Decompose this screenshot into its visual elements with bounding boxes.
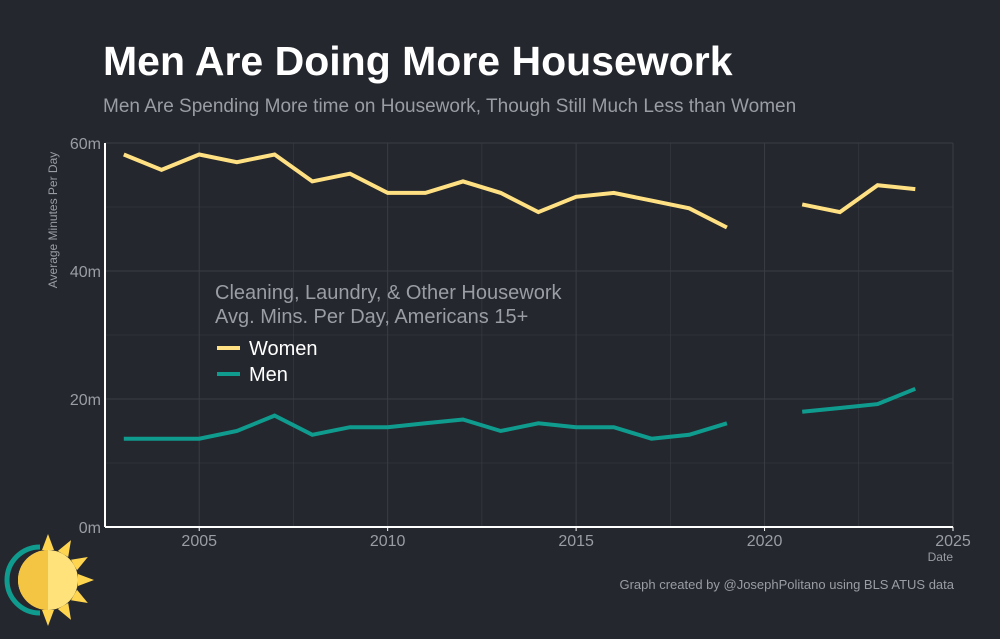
legend-title-line1: Cleaning, Laundry, & Other Housework <box>215 282 562 304</box>
source-caption: Graph created by @JosephPolitano using B… <box>619 577 954 592</box>
x-tick-label: 2010 <box>370 533 406 550</box>
chart-title: Men Are Doing More Housework <box>103 38 733 84</box>
legend-title-line2: Avg. Mins. Per Day, Americans 15+ <box>215 306 528 328</box>
sun-logo-icon <box>4 534 94 626</box>
legend-label-women: Women <box>249 338 318 360</box>
x-tick-label: 2015 <box>558 533 594 550</box>
x-tick-label: 2025 <box>935 533 971 550</box>
axes: 0m 20m 40m 60m 2005 2010 2015 2020 2025 <box>70 136 971 550</box>
legend: Cleaning, Laundry, & Other Housework Avg… <box>215 282 562 386</box>
x-tick-label: 2005 <box>181 533 217 550</box>
grid-lines <box>105 142 954 528</box>
y-tick-label: 40m <box>70 264 101 281</box>
y-axis-label: Average Minutes Per Day <box>46 152 60 289</box>
y-tick-label: 60m <box>70 136 101 153</box>
legend-label-men: Men <box>249 364 288 386</box>
series-line-men <box>123 386 917 441</box>
x-tick-label: 2020 <box>747 533 783 550</box>
chart-subtitle: Men Are Spending More time on Housework,… <box>103 96 797 117</box>
series-line-women <box>123 152 916 230</box>
y-tick-label: 0m <box>79 520 101 537</box>
x-axis-label: Date <box>928 550 954 564</box>
data-series <box>123 152 917 441</box>
y-tick-label: 20m <box>70 392 101 409</box>
